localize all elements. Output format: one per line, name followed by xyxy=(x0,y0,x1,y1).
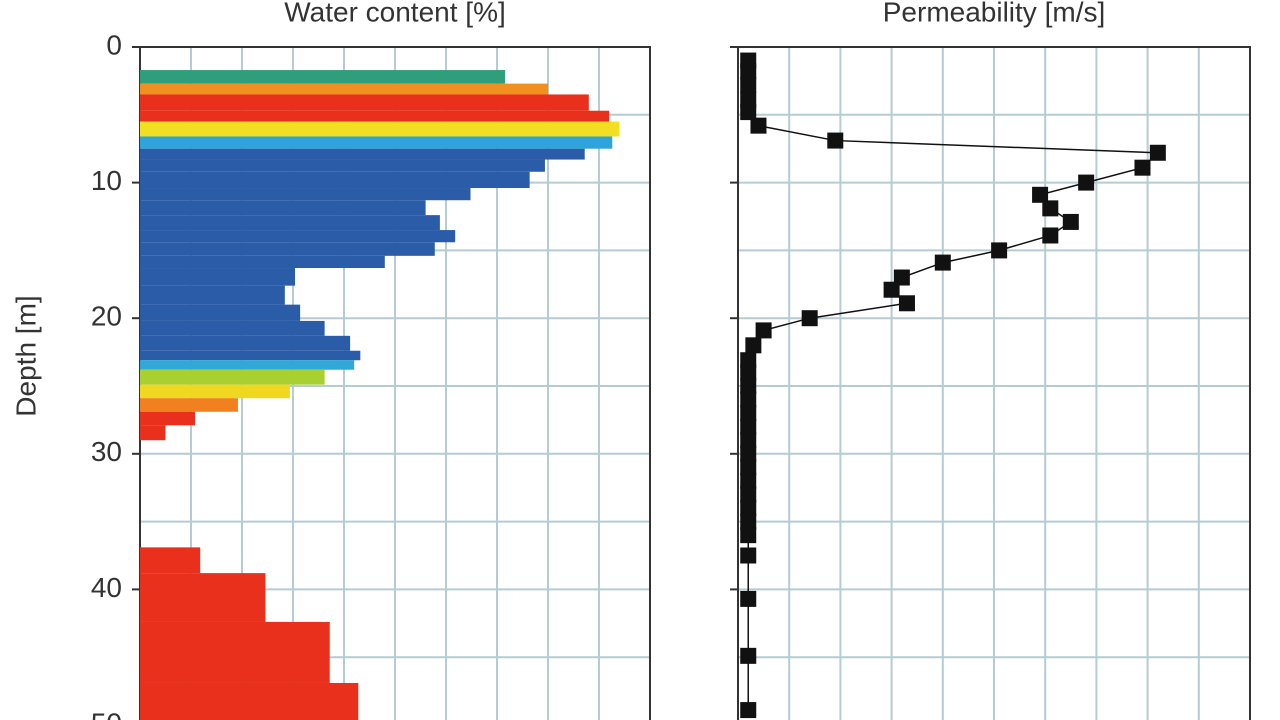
marker xyxy=(801,310,818,327)
panel-title: Permeability [m/s] xyxy=(883,0,1106,27)
bar xyxy=(140,159,545,172)
bar xyxy=(140,285,285,305)
marker xyxy=(740,486,757,503)
marker xyxy=(1149,144,1166,161)
y-tick-label: 0 xyxy=(106,29,122,60)
bar xyxy=(140,148,585,160)
marker xyxy=(740,527,757,544)
marker xyxy=(883,281,900,298)
marker xyxy=(991,242,1008,259)
bar xyxy=(140,121,620,137)
y-tick-label: 50 xyxy=(91,707,122,720)
y-tick-label: 10 xyxy=(91,165,122,196)
bar xyxy=(140,547,201,574)
bar xyxy=(140,230,456,243)
bar xyxy=(140,255,385,269)
marker xyxy=(740,405,757,422)
marker xyxy=(740,63,757,80)
marker xyxy=(740,91,757,108)
bar xyxy=(140,682,359,720)
bar xyxy=(140,200,426,216)
bar xyxy=(140,350,361,361)
marker xyxy=(740,459,757,476)
bar xyxy=(140,425,166,441)
marker xyxy=(740,432,757,449)
bar xyxy=(140,110,610,122)
bar xyxy=(140,70,506,84)
marker xyxy=(1062,213,1079,230)
marker xyxy=(1042,227,1059,244)
bar xyxy=(140,215,440,231)
bar xyxy=(140,369,325,385)
bar xyxy=(140,320,325,336)
marker xyxy=(740,647,757,664)
marker xyxy=(827,132,844,149)
marker xyxy=(740,702,757,719)
y-tick-label: 40 xyxy=(91,572,122,603)
panel-title: Water content [%] xyxy=(284,0,506,27)
bar xyxy=(140,242,435,256)
bar xyxy=(140,335,351,351)
marker xyxy=(740,364,757,381)
marker xyxy=(750,117,767,134)
marker xyxy=(740,378,757,394)
marker xyxy=(1078,174,1095,191)
bar xyxy=(140,136,613,149)
marker xyxy=(1032,186,1049,203)
marker xyxy=(755,322,772,339)
y-axis-label: Depth [m] xyxy=(10,295,41,416)
marker xyxy=(1042,200,1059,217)
marker xyxy=(740,513,757,530)
marker xyxy=(740,590,757,607)
bar xyxy=(140,573,266,622)
bar xyxy=(140,83,548,95)
bar xyxy=(140,171,530,189)
marker xyxy=(740,104,757,121)
marker xyxy=(1134,159,1151,176)
bar xyxy=(140,398,238,412)
bar xyxy=(140,188,471,201)
marker xyxy=(740,352,757,369)
bar xyxy=(140,621,330,683)
bar xyxy=(140,304,301,321)
bar xyxy=(140,384,290,399)
marker xyxy=(740,445,757,462)
marker xyxy=(898,295,915,312)
marker xyxy=(745,337,762,354)
y-tick-label: 20 xyxy=(91,301,122,332)
y-tick-label: 30 xyxy=(91,436,122,467)
marker xyxy=(740,391,757,408)
bar xyxy=(140,411,196,426)
marker xyxy=(893,269,910,286)
marker xyxy=(740,472,757,489)
bar xyxy=(140,268,296,286)
marker xyxy=(740,418,757,435)
marker xyxy=(740,547,757,564)
bar xyxy=(140,360,355,370)
marker xyxy=(934,254,951,271)
bar xyxy=(140,94,589,111)
plot-frame xyxy=(737,46,1251,720)
marker xyxy=(740,500,757,517)
marker xyxy=(740,76,757,93)
